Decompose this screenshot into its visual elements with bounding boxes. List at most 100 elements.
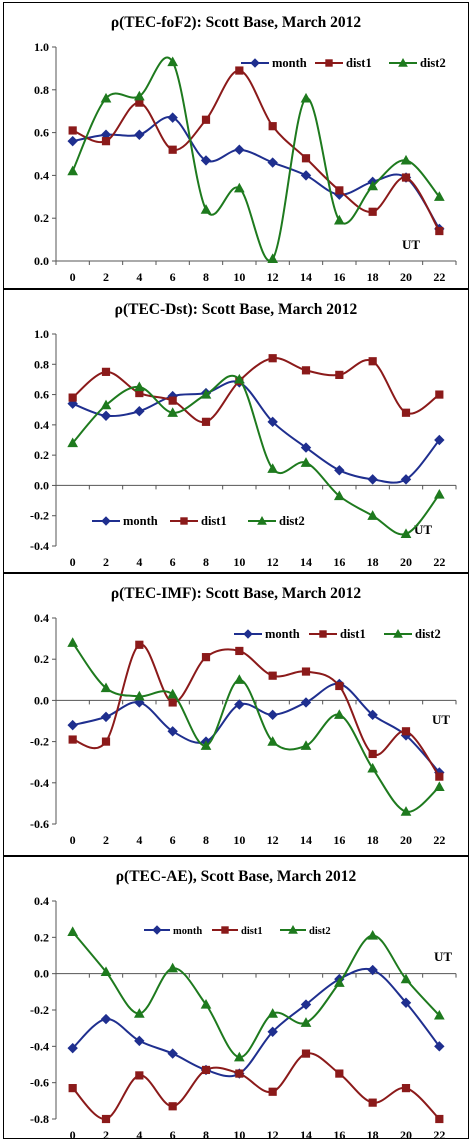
y-tick-label: 0.4 — [34, 168, 49, 182]
x-tick-label: 12 — [267, 270, 279, 284]
y-tick-label: 0.4 — [34, 611, 49, 625]
data-point-dist1 — [135, 640, 144, 649]
data-point-dist2 — [400, 973, 412, 984]
x-tick-label: 22 — [433, 555, 445, 569]
legend-marker-dist1 — [180, 517, 188, 525]
x-axis-label: UT — [434, 949, 452, 964]
data-point-dist1 — [301, 1049, 311, 1058]
x-tick-label: 14 — [300, 833, 312, 847]
data-point-dist2 — [367, 510, 379, 520]
x-tick-label: 22 — [433, 1128, 445, 1138]
data-point-dist1 — [335, 681, 344, 691]
x-tick-label: 4 — [136, 270, 142, 284]
data-point-month — [267, 157, 278, 168]
data-point-dist1 — [301, 366, 311, 375]
data-point-dist2 — [333, 977, 345, 987]
data-point-dist2 — [433, 488, 445, 499]
x-tick-label: 2 — [103, 1128, 109, 1138]
legend-label-dist1: dist1 — [340, 627, 366, 641]
legend-marker-dist1 — [319, 630, 327, 638]
data-point-month — [267, 1026, 278, 1038]
data-point-dist2 — [167, 56, 179, 67]
data-point-month — [167, 1048, 178, 1059]
data-point-month — [267, 416, 278, 428]
series-line-month — [72, 682, 441, 774]
data-point-dist2 — [67, 437, 79, 448]
x-tick-label: 14 — [300, 1128, 312, 1138]
legend-marker-month — [250, 58, 260, 68]
x-tick-label: 10 — [233, 270, 245, 284]
series-line-dist2 — [71, 931, 441, 1059]
data-point-dist2 — [200, 999, 212, 1009]
data-point-dist1 — [135, 1071, 144, 1080]
data-point-dist1 — [268, 122, 277, 131]
legend-label-month: month — [123, 514, 158, 528]
data-point-dist1 — [101, 367, 111, 376]
x-tick-label: 2 — [103, 833, 109, 847]
data-point-dist1 — [301, 154, 311, 163]
y-tick-label: 0.0 — [34, 693, 49, 707]
data-point-dist1 — [435, 1114, 444, 1124]
y-tick-label: 1.0 — [34, 327, 49, 341]
data-point-dist1 — [68, 126, 77, 135]
data-point-dist2 — [167, 962, 179, 973]
legend-label-dist1: dist1 — [201, 514, 227, 528]
data-point-dist1 — [335, 370, 344, 379]
data-point-month — [100, 1013, 112, 1025]
data-point-dist2 — [133, 90, 145, 101]
data-point-dist1 — [335, 1069, 344, 1078]
y-tick-label: 0.8 — [34, 83, 49, 97]
legend-marker-month — [152, 925, 162, 935]
x-tick-label: 18 — [367, 833, 379, 847]
legend-label-dist2: dist2 — [309, 926, 331, 937]
x-tick-label: 18 — [367, 270, 379, 284]
chart-svg: ρ(TEC-AE), Scott Base, March 2012 -0.8 -0.… — [30, 868, 457, 1138]
data-point-dist2 — [200, 389, 212, 399]
data-point-month — [300, 999, 312, 1010]
y-tick-label: -0.6 — [30, 1076, 49, 1090]
data-point-month — [367, 709, 378, 721]
x-tick-label: 2 — [103, 555, 109, 569]
data-point-dist2 — [433, 781, 445, 792]
x-tick-label: 6 — [170, 1128, 176, 1138]
data-point-month — [367, 964, 378, 976]
data-point-month — [300, 442, 312, 453]
data-point-month — [134, 697, 145, 708]
data-point-dist1 — [268, 671, 277, 680]
legend-marker-dist1 — [221, 926, 229, 934]
x-tick-label: 6 — [170, 833, 176, 847]
data-point-dist1 — [401, 408, 411, 417]
data-point-dist2 — [267, 463, 279, 473]
data-point-dist1 — [101, 737, 111, 746]
legend-label-month: month — [173, 926, 202, 937]
x-tick-label: 10 — [233, 833, 245, 847]
series-line-dist1 — [72, 69, 441, 232]
series-line-dist2 — [71, 56, 441, 262]
data-point-month — [67, 135, 78, 147]
chart-panel: ρ(TEC-Dst): Scott Base, March 2012 -0.4 -0… — [3, 289, 469, 573]
x-tick-label: 16 — [333, 555, 345, 569]
data-point-dist2 — [167, 688, 179, 699]
data-point-dist1 — [101, 1114, 111, 1124]
data-point-month — [234, 144, 245, 155]
data-point-dist1 — [101, 137, 111, 146]
data-point-dist1 — [368, 207, 377, 216]
data-point-dist2 — [333, 490, 345, 501]
data-point-dist2 — [133, 381, 145, 392]
data-point-dist2 — [100, 682, 112, 693]
chart-svg: ρ(TEC-Dst): Scott Base, March 2012 -0.4 -0… — [30, 301, 457, 569]
data-point-dist2 — [433, 1009, 445, 1020]
data-point-dist2 — [267, 736, 279, 746]
data-point-dist1 — [168, 396, 177, 405]
data-point-dist1 — [301, 667, 311, 676]
y-tick-label: 0.4 — [34, 894, 49, 908]
chart-svg: ρ(TEC-foF2): Scott Base, March 2012 0.0 0.… — [34, 14, 457, 284]
x-tick-label: 0 — [70, 833, 76, 847]
y-tick-label: -0.8 — [30, 1112, 49, 1126]
data-point-dist2 — [400, 154, 412, 165]
data-point-dist1 — [268, 354, 277, 363]
data-point-dist1 — [235, 66, 244, 75]
data-point-dist1 — [168, 1102, 177, 1111]
data-point-month — [200, 155, 212, 166]
x-tick-label: 2 — [103, 270, 109, 284]
